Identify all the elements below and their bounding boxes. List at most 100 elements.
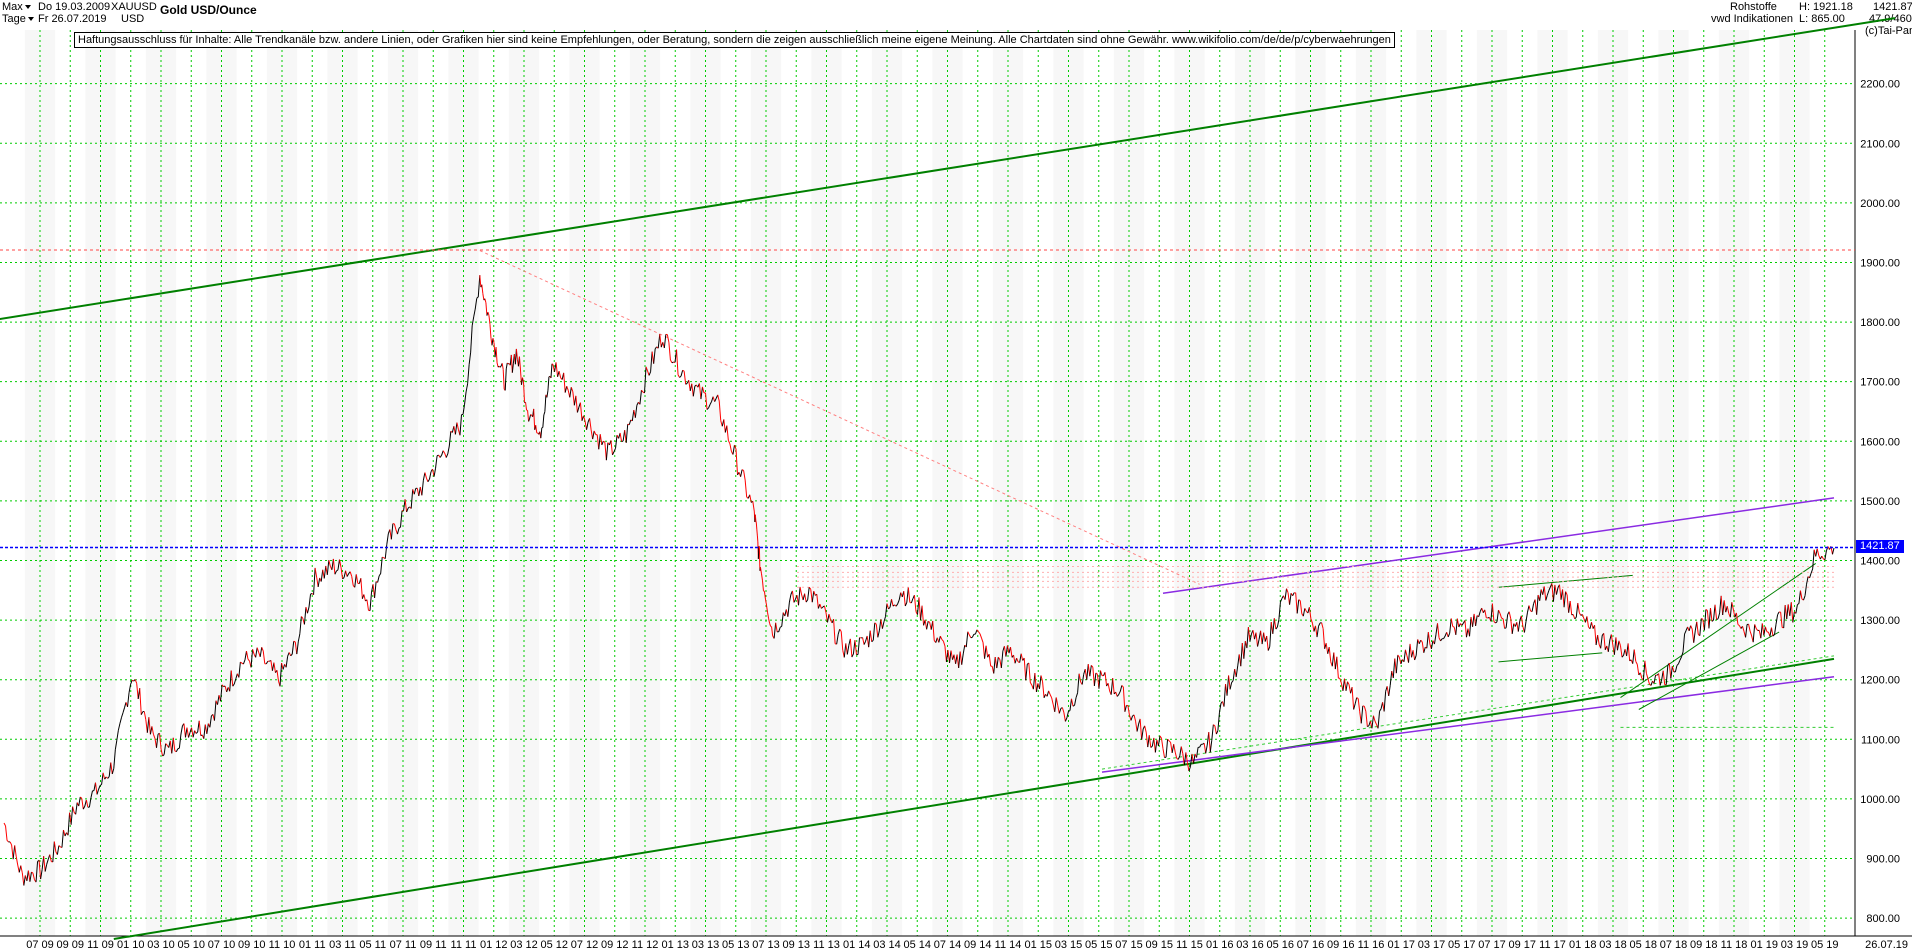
price-segment (1464, 620, 1467, 638)
price-segment (1469, 617, 1472, 637)
price-segment (1057, 705, 1060, 714)
range-selector[interactable]: Max (2, 1, 31, 14)
price-segment (1526, 605, 1530, 613)
price-segment (1772, 634, 1775, 637)
price-segment (1058, 708, 1062, 714)
price-segment (942, 641, 946, 647)
x-tick-label: 11 09 (87, 939, 114, 951)
price-segment (511, 363, 514, 373)
x-tick-label: 11 12 (632, 939, 659, 951)
price-segment (1722, 600, 1725, 616)
price-segment (1461, 622, 1464, 626)
price-segment (525, 402, 528, 411)
price-segment (1345, 681, 1349, 691)
price-segment (159, 733, 162, 750)
price-segment (523, 381, 526, 403)
price-segment (1333, 652, 1336, 670)
x-tick-label: 07 16 (1297, 939, 1325, 951)
price-segment (140, 711, 144, 715)
price-segment (805, 599, 809, 603)
price-segment (1437, 623, 1440, 638)
price-segment (612, 451, 615, 456)
price-segment (107, 776, 110, 779)
price-segment (811, 591, 815, 603)
price-segment (1499, 613, 1503, 619)
x-tick-label: 09 17 (1508, 939, 1536, 951)
disclaimer-box: Haftungsausschluss für Inhalte: Alle Tre… (74, 32, 1395, 48)
x-tick-label: 01 11 (299, 939, 326, 951)
price-segment (198, 720, 202, 736)
price-segment (1578, 612, 1582, 616)
price-segment (1748, 624, 1751, 632)
price-segment (1296, 599, 1300, 614)
price-segment (1786, 604, 1789, 619)
price-segment (1603, 633, 1606, 650)
price-segment (459, 414, 462, 436)
price-segment (1034, 673, 1037, 692)
price-segment (1203, 743, 1207, 754)
price-segment (17, 864, 20, 873)
price-segment (1812, 549, 1815, 569)
price-segment (1185, 752, 1188, 763)
price-segment (378, 573, 382, 577)
price-segment (32, 873, 35, 880)
x-tick-label: 07 18 (1660, 939, 1688, 951)
price-segment (1717, 612, 1721, 619)
price-segment (445, 453, 449, 458)
price-segment (165, 743, 168, 746)
price-segment (473, 308, 476, 318)
x-tick-label: 09 15 (1145, 939, 1173, 951)
price-segment (1770, 627, 1774, 637)
price-segment (82, 805, 86, 810)
x-tick-label: 07 13 (752, 939, 780, 951)
price-segment (1577, 603, 1580, 613)
price-segment (1276, 619, 1280, 628)
price-segment (889, 599, 893, 608)
x-tick-label: 05 12 (540, 939, 568, 951)
x-tick-label: 11 15 (1176, 939, 1203, 951)
price-segment (43, 856, 46, 872)
price-segment (846, 645, 850, 655)
price-segment (857, 637, 861, 655)
price-segment (484, 298, 487, 303)
price-segment (669, 359, 673, 364)
price-segment (1170, 742, 1173, 753)
price-segment (468, 352, 472, 365)
price-segment (1769, 627, 1772, 637)
x-tick-label: 05 18 (1629, 939, 1657, 951)
x-tick-label: 11 17 (1539, 939, 1566, 951)
price-segment (958, 651, 961, 669)
price-segment (489, 324, 492, 339)
price-segment (1504, 627, 1507, 629)
price-segment (1478, 611, 1481, 617)
price-segment (1799, 590, 1803, 600)
price-segment (1627, 643, 1631, 661)
period-selector[interactable]: Tage (2, 13, 34, 26)
price-segment (1433, 634, 1437, 645)
x-tick-label: 01 19 (1750, 939, 1778, 951)
price-segment (515, 348, 518, 360)
x-tick-label: 09 13 (782, 939, 810, 951)
price-segment (886, 603, 889, 610)
price-segment (1095, 672, 1098, 675)
price-segment (1328, 647, 1332, 662)
price-segment (1186, 762, 1190, 772)
price-segment (903, 591, 906, 607)
y-tick-label: 1500.00 (1860, 496, 1900, 508)
rising-channel-line (1638, 631, 1780, 710)
x-tick-label: 03 12 (510, 939, 538, 951)
price-segment (993, 657, 996, 674)
price-segment (657, 334, 661, 349)
price-segment (1763, 626, 1766, 636)
price-segment (95, 782, 98, 795)
price-segment (741, 469, 744, 471)
price-segment (766, 604, 769, 613)
price-segment (1699, 618, 1702, 636)
price-segment (5, 825, 8, 841)
price-segment (334, 570, 337, 575)
price-segment (1679, 656, 1682, 661)
price-segment (1072, 704, 1075, 707)
price-segment (1752, 624, 1756, 643)
price-segment (53, 841, 57, 852)
